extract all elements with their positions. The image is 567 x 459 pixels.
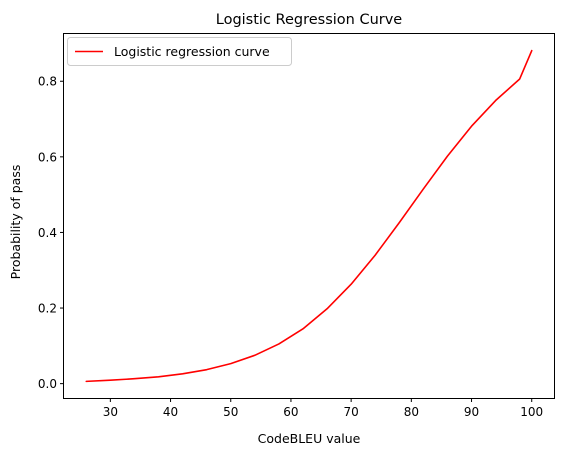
y-axis-ticks: 0.0 0.2 0.4 0.6 0.8 [38, 75, 64, 391]
series-layer [85, 49, 533, 383]
y-axis-label: Probability of pass [8, 165, 23, 280]
x-tick-label: 100 [520, 405, 543, 419]
series-line-logistic-regression-curve [85, 49, 533, 383]
x-axis-label: CodeBLEU value [258, 431, 361, 446]
x-tick-label: 40 [163, 405, 178, 419]
x-tick-label: 50 [223, 405, 238, 419]
x-tick-label: 90 [464, 405, 479, 419]
x-tick-label: 60 [283, 405, 298, 419]
y-tick-label: 0.6 [38, 150, 57, 164]
legend-box [67, 37, 292, 66]
chart-title: Logistic Regression Curve [216, 12, 403, 28]
y-tick-label: 0.2 [38, 302, 57, 316]
x-tick-label: 80 [404, 405, 419, 419]
x-tick-label: 70 [343, 405, 358, 419]
y-tick-label: 0.4 [38, 226, 57, 240]
plot-area-frame [63, 33, 555, 399]
legend-entry-label: Logistic regression curve [114, 44, 270, 59]
x-axis-ticks: 30 40 50 60 70 80 90 100 [103, 398, 543, 419]
legend: Logistic regression curve [67, 37, 292, 66]
y-tick-label: 0.8 [38, 75, 57, 89]
y-tick-label: 0.0 [38, 377, 57, 391]
x-tick-label: 30 [103, 405, 118, 419]
